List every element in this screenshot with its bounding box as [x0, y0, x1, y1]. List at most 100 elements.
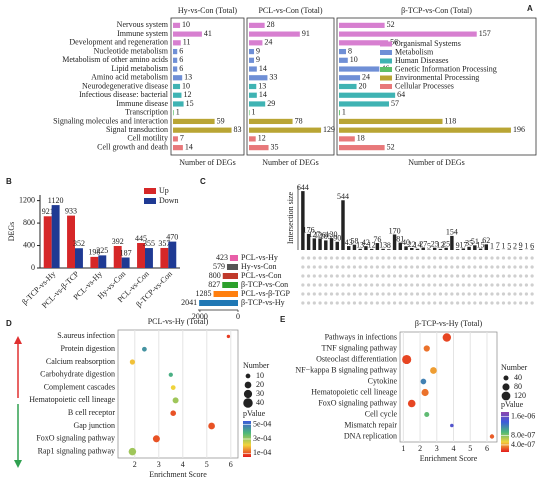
x-tick-label: 5 — [205, 460, 209, 469]
value-label: 78 — [295, 116, 303, 125]
size-legend-dot — [502, 383, 510, 391]
matrix-dot — [312, 274, 316, 278]
bar — [160, 247, 169, 268]
value-label: 14 — [259, 64, 267, 73]
bar — [461, 248, 466, 250]
matrix-dot — [484, 283, 488, 287]
matrix-dot — [478, 301, 483, 305]
value-label: 1 — [342, 108, 346, 117]
matrix-dot — [352, 256, 357, 260]
bar — [375, 243, 380, 250]
bar — [51, 205, 60, 268]
bar — [173, 40, 181, 46]
matrix-dot — [352, 292, 357, 296]
matrix-dot — [312, 265, 316, 269]
value-label: 13 — [356, 241, 364, 250]
bubble — [421, 388, 429, 397]
matrix-dot — [461, 265, 465, 269]
matrix-dot — [301, 283, 305, 287]
legend-label: Genetic Information Processing — [395, 64, 497, 73]
y-tick-label: 1200 — [19, 195, 35, 204]
category-label: Neurodegenerative disease — [82, 81, 168, 90]
legend-label: Metabolism — [395, 47, 434, 56]
matrix-dot — [496, 283, 500, 287]
matrix-dot — [358, 274, 362, 278]
set-size-bar — [222, 273, 238, 279]
matrix-dot — [507, 265, 511, 269]
chart-title: PCL-vs-Hy (Total) — [148, 317, 209, 326]
value-label: 12 — [183, 90, 191, 99]
value-label: 176 — [303, 226, 315, 235]
category-label: Nervous system — [117, 20, 169, 29]
set-size-bar — [222, 282, 238, 288]
matrix-dot — [335, 256, 339, 260]
matrix-dot — [318, 301, 322, 305]
value-label: 7 — [496, 241, 500, 250]
set-size-bar — [229, 255, 238, 261]
matrix-dot — [438, 301, 443, 305]
size-legend-dot — [243, 389, 253, 399]
matrix-dot — [347, 265, 351, 269]
size-legend-label: 20 — [256, 380, 264, 389]
matrix-dot — [370, 292, 374, 296]
category-label: Immune disease — [116, 99, 168, 108]
value-label: 81 — [396, 234, 404, 243]
matrix-dot — [415, 274, 420, 278]
bar — [341, 200, 345, 250]
matrix-dot — [490, 292, 494, 296]
matrix-dot — [341, 256, 345, 260]
matrix-dot — [433, 256, 437, 260]
bar — [432, 247, 437, 250]
size-legend-title: Number — [501, 363, 528, 372]
matrix-dot — [444, 274, 448, 278]
legend-label: Human Diseases — [395, 56, 449, 65]
bar — [329, 238, 334, 250]
size-legend-dot — [501, 391, 511, 401]
matrix-dot — [467, 301, 471, 305]
matrix-dot — [347, 283, 351, 287]
x-tick-label: 3 — [157, 460, 161, 469]
value-label: 59 — [217, 116, 225, 125]
matrix-dot — [444, 265, 448, 269]
bubble — [168, 372, 173, 377]
matrix-dot — [381, 265, 385, 269]
bar — [249, 145, 269, 151]
value-label: 5 — [427, 241, 431, 250]
matrix-dot — [312, 292, 316, 296]
matrix-dot — [375, 292, 379, 296]
bubble — [172, 397, 179, 404]
matrix-dot — [306, 292, 311, 296]
value-label: 15 — [477, 240, 485, 249]
value-label: 126 — [314, 230, 326, 239]
bar — [347, 246, 351, 250]
value-label: 43 — [345, 238, 353, 247]
matrix-dot — [421, 265, 425, 269]
size-legend-dot — [245, 373, 251, 379]
value-label: 33 — [269, 73, 277, 82]
value-label: 544 — [337, 192, 349, 201]
value-label: 187 — [120, 248, 132, 257]
matrix-dot — [381, 283, 385, 287]
matrix-dot — [530, 301, 534, 305]
matrix-dot — [387, 274, 391, 278]
matrix-dot — [306, 265, 311, 269]
matrix-dot — [415, 283, 420, 287]
color-tick-label: 1.6e-06 — [511, 412, 535, 421]
panel-title: Hy-vs-Con (Total) — [178, 6, 238, 15]
matrix-dot — [513, 274, 517, 278]
bar — [75, 248, 83, 268]
legend-swatch — [380, 67, 392, 72]
set-size-tick-label: 2000 — [192, 312, 208, 321]
bar — [173, 83, 181, 90]
term-label: Gap junction — [73, 421, 115, 430]
matrix-dot — [375, 256, 379, 260]
bar — [530, 249, 534, 250]
matrix-dot — [415, 301, 420, 305]
matrix-dot — [461, 256, 465, 260]
bar — [455, 249, 460, 250]
value-label: 41 — [204, 29, 212, 38]
matrix-dot — [329, 256, 334, 260]
matrix-dot — [467, 274, 471, 278]
matrix-dot — [387, 283, 391, 287]
